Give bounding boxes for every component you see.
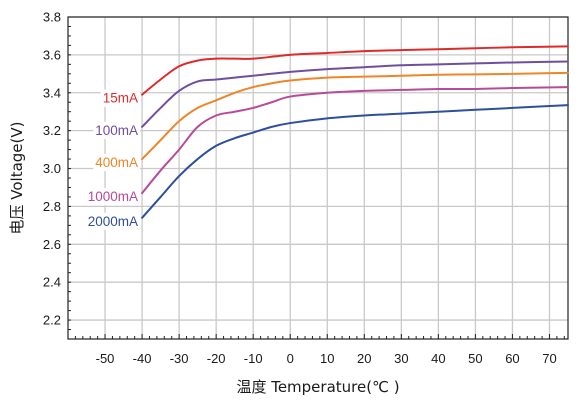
x-tick-label: 0: [287, 351, 294, 366]
x-tick-label: -20: [207, 351, 226, 366]
series-label-bg: [85, 212, 141, 230]
x-tick-label: -30: [170, 351, 189, 366]
series-label-2000ma: 2000mA: [88, 214, 138, 229]
x-tick-label: -10: [244, 351, 263, 366]
x-tick-label: 30: [394, 351, 408, 366]
series-label-bg: [85, 188, 141, 206]
y-tick-label: 2.4: [43, 275, 61, 290]
x-tick-label: 20: [357, 351, 371, 366]
x-axis-title: 温度 Temperature(℃ ): [236, 378, 399, 396]
series-labels: 15mA 100mA 400mA 1000mA 2000mA: [85, 89, 141, 230]
series-label-bg: [100, 89, 141, 107]
series-line-15ma: [141, 45, 569, 96]
y-tick-label: 3.0: [43, 161, 61, 176]
series-label-bg: [93, 154, 141, 172]
series-line-1000ma: [141, 86, 569, 195]
y-tick-label: 3.6: [43, 47, 61, 62]
series-line-100ma: [141, 60, 569, 128]
series-line-400ma: [141, 71, 569, 161]
x-tick-label: -40: [133, 351, 152, 366]
plot-frame: [67, 16, 569, 340]
y-tick-label: 2.6: [43, 237, 61, 252]
y-tick-labels: 2.2 2.4 2.6 2.8 3.0 3.2 3.4 3.6 3.8: [43, 10, 61, 328]
series-label-400ma: 400mA: [95, 155, 138, 170]
y-tick-label: 2.2: [43, 313, 61, 328]
plot-background: [68, 17, 568, 339]
x-tick-label: -50: [96, 351, 115, 366]
y-tick-label: 2.8: [43, 199, 61, 214]
series-label-bg: [93, 121, 141, 139]
x-tick-label: 10: [320, 351, 334, 366]
series-label-1000ma: 1000mA: [88, 189, 138, 204]
x-tick-label: 50: [468, 351, 482, 366]
x-tick-labels: -50 -40 -30 -20 -10 0 10 20 30 40 50 60 70: [96, 351, 557, 366]
series-lines: [141, 45, 569, 219]
y-axis-title: 电压 Voltage(V): [8, 122, 26, 235]
series-label-100ma: 100mA: [95, 123, 138, 138]
x-tick-label: 60: [505, 351, 519, 366]
series-line-2000ma: [141, 104, 569, 219]
y-tick-label: 3.4: [43, 85, 61, 100]
series-label-15ma: 15mA: [103, 91, 138, 106]
y-tick-label: 3.8: [43, 10, 61, 25]
y-tick-label: 3.2: [43, 123, 61, 138]
x-tick-label: 40: [431, 351, 445, 366]
x-tick-label: 70: [542, 351, 556, 366]
